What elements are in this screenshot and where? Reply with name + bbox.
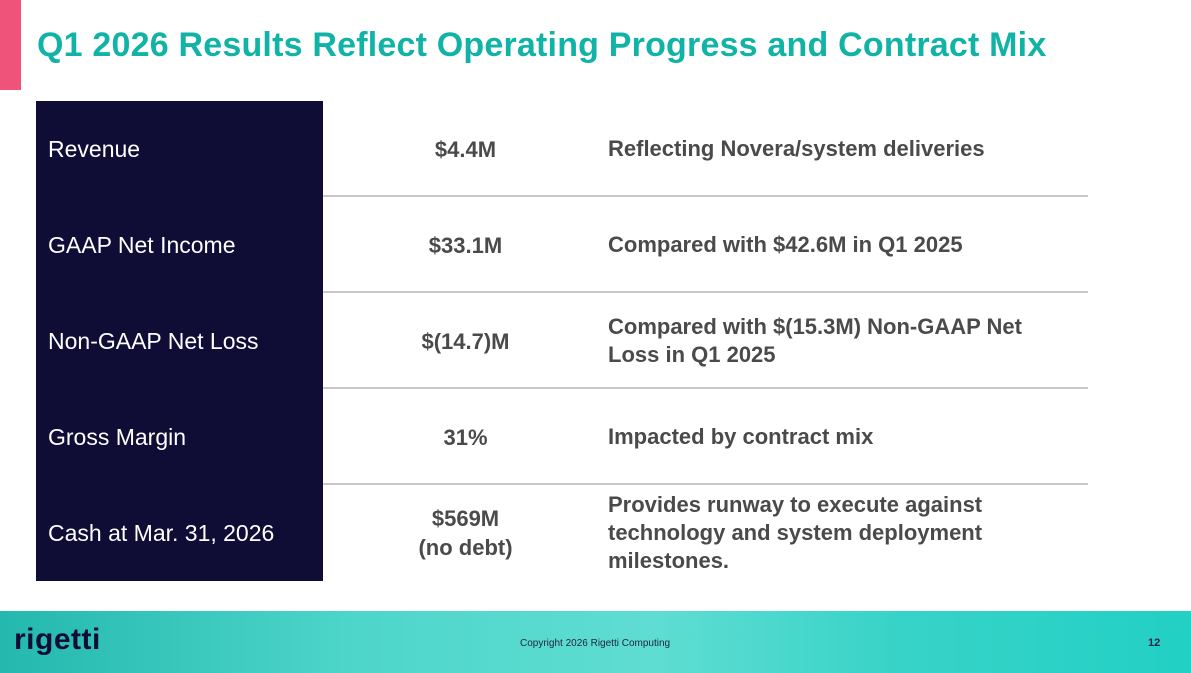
table-row: Revenue $4.4M Reflecting Novera/system d…: [36, 101, 1088, 197]
row-label: Revenue: [36, 101, 323, 197]
page-title: Q1 2026 Results Reflect Operating Progre…: [37, 26, 1047, 64]
copyright-text: Copyright 2026 Rigetti Computing: [520, 638, 671, 649]
row-note: Compared with $42.6M in Q1 2025: [608, 232, 963, 257]
row-note: Impacted by contract mix: [608, 424, 874, 449]
row-note: Compared with $(15.3M) Non-GAAP Net Loss…: [608, 314, 1022, 367]
row-value: $33.1M: [428, 232, 503, 258]
row-note: Provides runway to execute against techn…: [608, 492, 983, 573]
row-value: 31%: [443, 424, 488, 450]
rigetti-logo: rigetti: [14, 623, 101, 656]
row-value: $(14.7)M: [421, 328, 510, 354]
results-table: Revenue $4.4M Reflecting Novera/system d…: [36, 101, 1088, 581]
table-row: Non-GAAP Net Loss $(14.7)M Compared with…: [36, 293, 1088, 389]
table-row: GAAP Net Income $33.1M Compared with $42…: [36, 197, 1088, 293]
row-label: Cash at Mar. 31, 2026: [36, 485, 323, 581]
row-divider: [323, 195, 1088, 197]
row-divider: [323, 483, 1088, 485]
footer-bar: rigetti Copyright 2026 Rigetti Computing…: [0, 611, 1191, 673]
accent-bar: [0, 0, 21, 90]
row-value: $569M (no debt): [418, 506, 513, 560]
row-label: Non-GAAP Net Loss: [36, 293, 323, 389]
table-row: Cash at Mar. 31, 2026 $569M (no debt) Pr…: [36, 485, 1088, 581]
table-row: Gross Margin 31% Impacted by contract mi…: [36, 389, 1088, 485]
page-number: 12: [1148, 637, 1161, 649]
row-divider: [323, 291, 1088, 293]
row-divider: [323, 387, 1088, 389]
row-label: Gross Margin: [36, 389, 323, 485]
row-value: $4.4M: [434, 136, 497, 162]
row-label: GAAP Net Income: [36, 197, 323, 293]
row-note: Reflecting Novera/system deliveries: [608, 136, 985, 161]
